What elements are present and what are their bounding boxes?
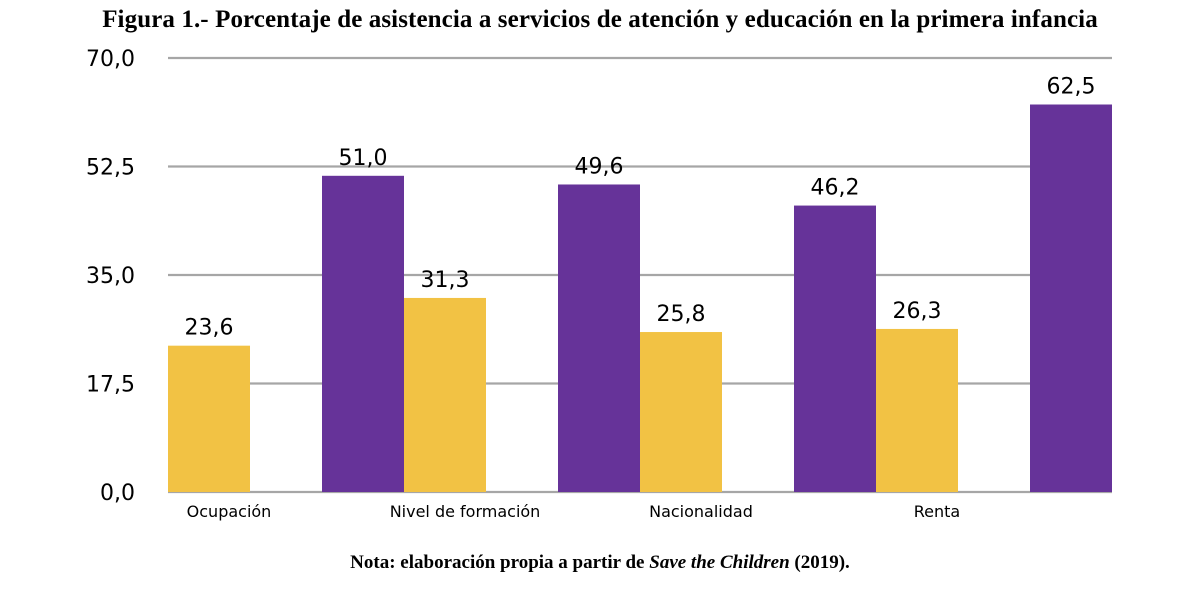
bar-series-1-2 — [640, 332, 722, 492]
data-label: 46,2 — [811, 176, 860, 201]
bar-series-1-3 — [876, 328, 958, 492]
y-tick-label: 52,5 — [86, 156, 135, 181]
category-label: Ocupación — [187, 502, 272, 521]
note-suffix: (2019). — [789, 552, 850, 573]
data-label: 51,0 — [339, 146, 388, 171]
bars — [168, 104, 1112, 493]
note-source: Save the Children — [649, 552, 790, 573]
y-tick-label: 17,5 — [86, 373, 135, 398]
data-label: 25,8 — [657, 302, 706, 327]
data-label: 62,5 — [1047, 75, 1096, 100]
y-axis-tick-labels: 0,0 17,5 35,0 52,5 70,0 — [86, 47, 135, 506]
bar-series-2-0 — [322, 175, 404, 493]
y-tick-label: 35,0 — [86, 264, 135, 289]
category-label: Renta — [914, 502, 960, 521]
category-labels: Ocupación Nivel de formación Nacionalidad R… — [187, 502, 961, 521]
chart-title: Figura 1.- Porcentaje de asistencia a se… — [102, 6, 1098, 33]
data-label: 26,3 — [893, 299, 942, 324]
bar-series-2-3 — [1030, 104, 1112, 492]
note-prefix: Nota: elaboración propia a partir de — [350, 552, 650, 573]
category-label: Nivel de formación — [390, 502, 541, 521]
category-label: Nacionalidad — [649, 502, 753, 521]
bar-series-1-0 — [168, 345, 250, 492]
data-labels: 23,6 51,0 31,3 49,6 25,8 46,2 26,3 62,5 — [185, 75, 1096, 341]
data-label: 31,3 — [421, 268, 470, 293]
source-note: Nota: elaboración propia a partir de Sav… — [0, 552, 1200, 574]
bar-series-2-2 — [794, 205, 876, 492]
data-label: 49,6 — [575, 154, 624, 179]
bar-series-1-1 — [404, 297, 486, 492]
y-tick-label: 70,0 — [86, 47, 135, 72]
y-tick-label: 0,0 — [100, 481, 135, 506]
bar-series-2-1 — [558, 184, 640, 493]
data-label: 23,6 — [185, 316, 234, 341]
